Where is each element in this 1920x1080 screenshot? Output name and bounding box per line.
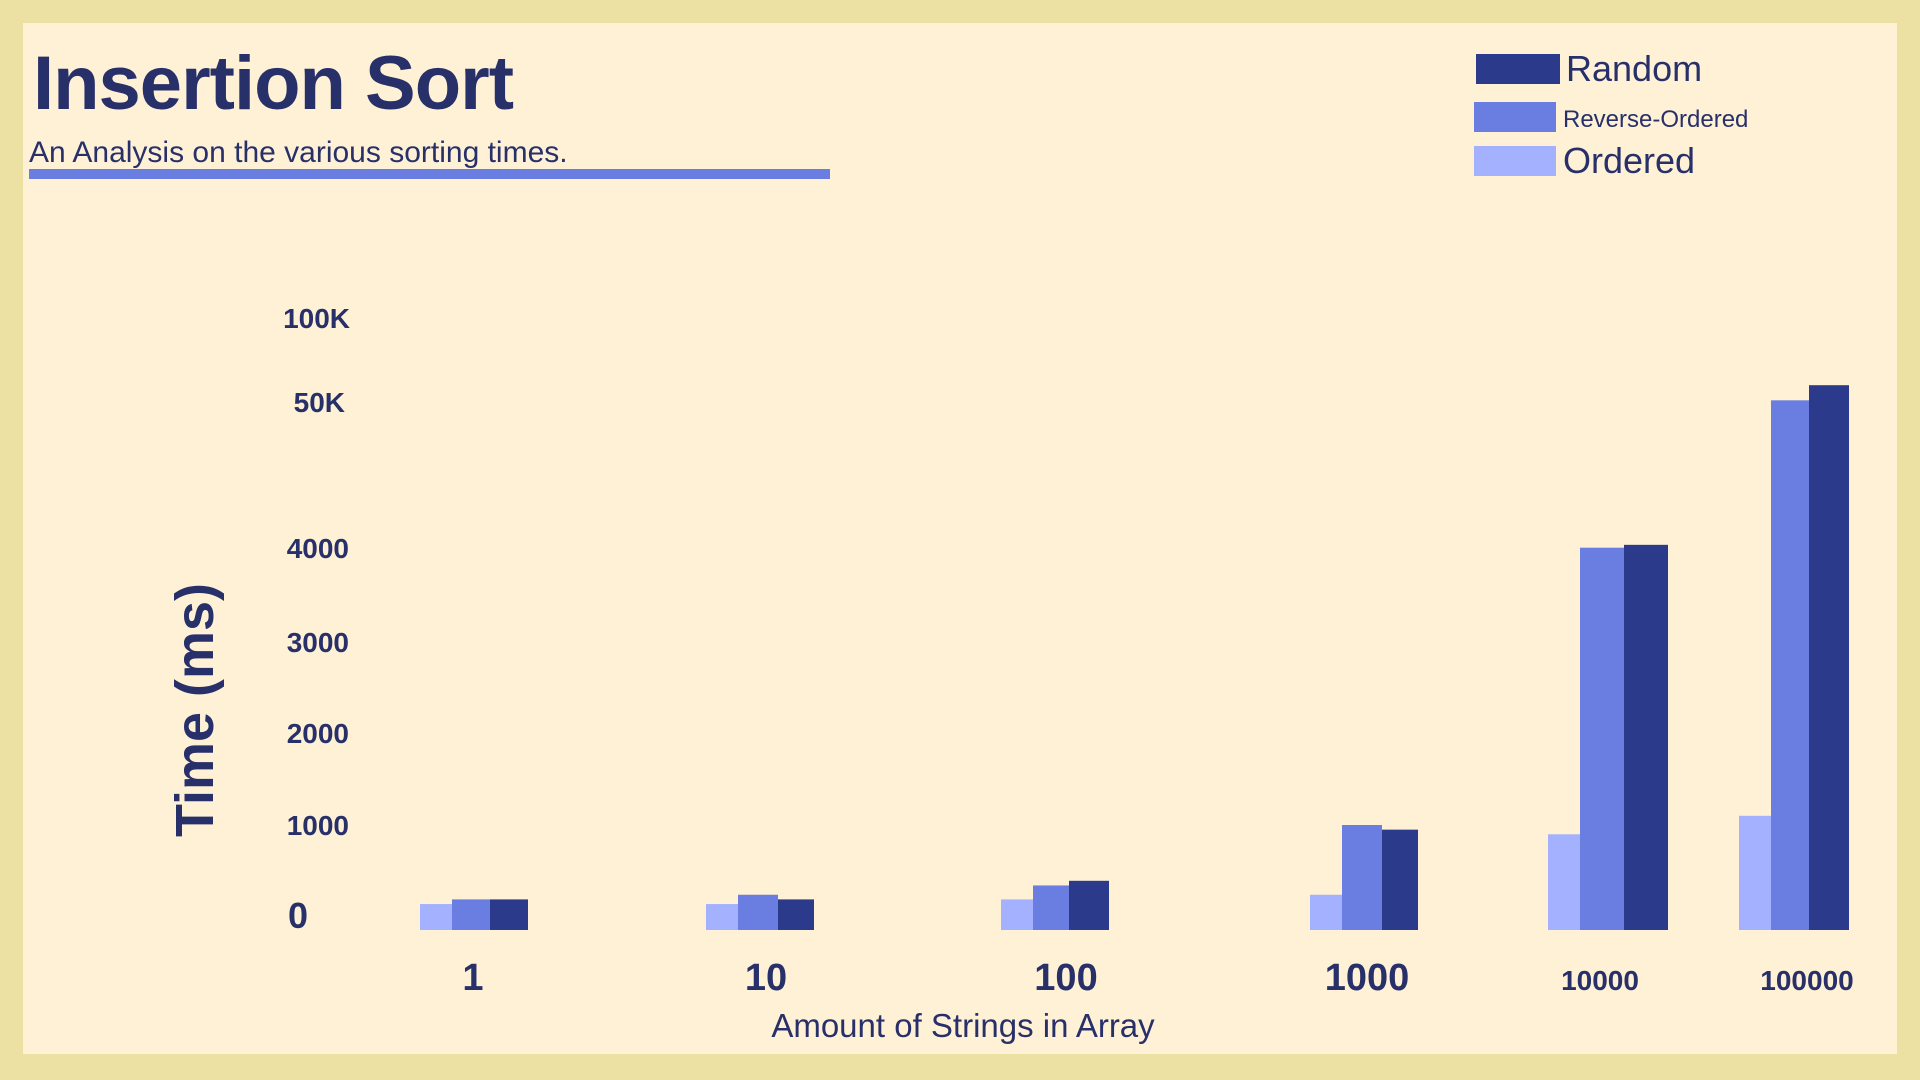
y-axis-ticks: 0 1000 2000 3000 4000 50K 100K xyxy=(283,303,350,936)
y-tick-label: 50K xyxy=(294,387,345,418)
bar-reverse-ordered-100 xyxy=(1033,885,1069,930)
x-axis-title: Amount of Strings in Array xyxy=(771,1007,1155,1044)
bar-ordered-100 xyxy=(1001,899,1033,930)
bar-random-1000 xyxy=(1382,829,1418,930)
bar-reverse-ordered-1000 xyxy=(1342,825,1382,930)
bar-ordered-10000 xyxy=(1548,834,1580,930)
bar-random-10 xyxy=(778,899,814,930)
chart-title: Insertion Sort xyxy=(33,41,514,126)
y-axis-title: Time (ms) xyxy=(165,583,225,837)
x-axis-tick-labels: 1 10 100 1000 10000 100000 xyxy=(462,957,1853,999)
x-tick-label: 10 xyxy=(745,957,787,999)
x-tick-label: 1 xyxy=(462,957,483,999)
bar-reverse-ordered-100000 xyxy=(1771,400,1809,930)
x-tick-label: 100 xyxy=(1034,957,1097,999)
bar-ordered-1000 xyxy=(1310,894,1342,930)
x-tick-label: 100000 xyxy=(1760,965,1853,996)
bar-reverse-ordered-1 xyxy=(452,899,490,930)
bar-ordered-10 xyxy=(706,904,738,930)
y-tick-label: 3000 xyxy=(287,627,349,658)
y-tick-label: 1000 xyxy=(287,810,349,841)
title-underline xyxy=(29,169,830,179)
bar-reverse-ordered-10 xyxy=(738,894,778,930)
bar-ordered-100000 xyxy=(1739,815,1771,930)
bar-groups xyxy=(420,385,1849,930)
legend-label-reverse-ordered: Reverse-Ordered xyxy=(1563,106,1749,133)
legend-label-random: Random xyxy=(1566,48,1703,89)
y-tick-label: 4000 xyxy=(287,533,349,564)
legend-swatch-reverse-ordered xyxy=(1474,102,1556,132)
legend-swatch-ordered xyxy=(1474,146,1556,176)
x-tick-label: 1000 xyxy=(1325,957,1410,999)
chart-subtitle: An Analysis on the various sorting times… xyxy=(29,136,568,169)
bar-random-1 xyxy=(490,899,528,930)
bar-reverse-ordered-10000 xyxy=(1580,547,1624,930)
legend-label-ordered: Ordered xyxy=(1563,140,1696,181)
legend-swatch-random xyxy=(1476,54,1560,84)
bar-random-100 xyxy=(1069,880,1109,930)
bar-random-10000 xyxy=(1624,544,1668,930)
bar-random-100000 xyxy=(1809,385,1849,930)
y-tick-label: 0 xyxy=(288,895,308,936)
x-tick-label: 10000 xyxy=(1561,965,1639,996)
bar-ordered-1 xyxy=(420,904,452,930)
y-tick-label: 100K xyxy=(283,303,350,334)
y-tick-label: 2000 xyxy=(287,718,349,749)
